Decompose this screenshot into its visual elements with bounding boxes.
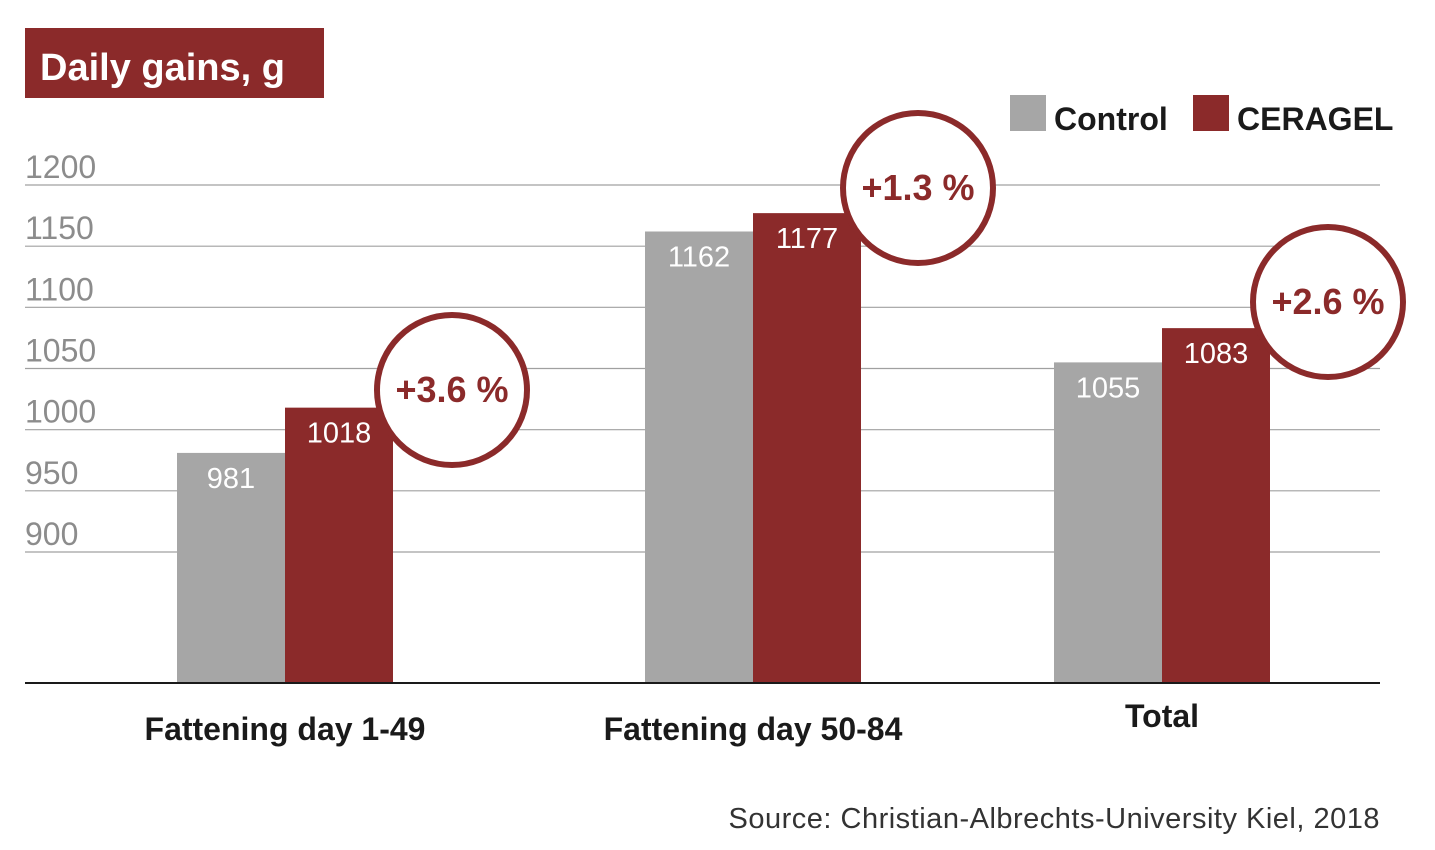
percent-badge-circle	[374, 312, 530, 468]
bar-control-1	[177, 452, 285, 683]
x-category-label: Total	[1125, 698, 1199, 734]
bar-control-3	[1054, 362, 1162, 683]
bar-value-label: 1162	[668, 241, 730, 273]
x-category-label: Fattening day 50-84	[604, 711, 903, 747]
bar-ceragel-3	[1162, 328, 1270, 683]
bar-value-label: 1055	[1076, 372, 1141, 404]
y-axis-ticks: 900 950 1000 1050 1100 1150 1200	[25, 149, 96, 552]
x-axis-categories: Fattening day 1-49 Fattening day 50-84 Tot…	[145, 698, 1200, 747]
percent-badge-circle	[1250, 224, 1406, 380]
y-tick-label: 1000	[25, 394, 96, 430]
y-tick-label: 1050	[25, 333, 96, 369]
bar-control-2	[645, 231, 753, 683]
x-category-label: Fattening day 1-49	[145, 711, 426, 747]
legend: Control CERAGEL	[1010, 95, 1393, 137]
bar-ceragel-2	[753, 213, 861, 684]
y-tick-label: 950	[25, 455, 78, 491]
legend-label-ceragel: CERAGEL	[1237, 101, 1393, 137]
legend-label-control: Control	[1054, 101, 1168, 137]
title-banner	[25, 28, 324, 98]
bar-value-label: 981	[207, 463, 255, 495]
y-tick-label: 1200	[25, 149, 96, 185]
percent-badge-circle	[840, 110, 996, 266]
bar-value-label: 1018	[307, 418, 372, 450]
legend-swatch-control	[1010, 95, 1046, 131]
percent-badge-label: +2.6 %	[1271, 281, 1384, 322]
bar-value-label: 1083	[1184, 338, 1249, 370]
source-note: Source: Christian-Albrechts-University K…	[729, 803, 1380, 835]
bar-value-label: 1177	[776, 223, 838, 255]
percent-badge-label: +1.3 %	[861, 167, 974, 208]
bar-ceragel-1	[285, 407, 393, 683]
bars: 981 1018 1162 1177 1055 1083	[177, 213, 1270, 684]
y-tick-label: 1150	[25, 210, 94, 246]
y-tick-label: 1100	[25, 271, 94, 307]
legend-swatch-ceragel	[1193, 95, 1229, 131]
chart-title: Daily gains, g	[40, 47, 285, 89]
percent-badge-label: +3.6 %	[395, 369, 508, 410]
percent-badges: +3.6 % +1.3 % +2.6 %	[374, 110, 1406, 468]
y-tick-label: 900	[25, 516, 78, 552]
